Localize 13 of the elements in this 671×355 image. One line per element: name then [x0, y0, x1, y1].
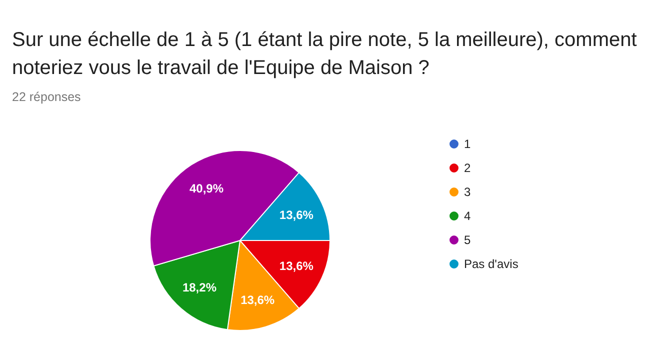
text: 22 réponses: [12, 90, 81, 104]
chart-title: Sur une échelle de 1 à 5 (1 étant la pire note, 5 la meilleure), comment noteriez vous le travail de l'Equipe de Maison ?: [12, 28, 638, 81]
legend-label: 2: [464, 161, 471, 175]
data-label: 13,6%: [240, 292, 275, 307]
legend-label: Pas d'avis: [464, 257, 518, 271]
legend-label: 4: [464, 209, 471, 223]
data-label: 13,6%: [279, 259, 314, 274]
data-label: 18,2%: [182, 280, 217, 294]
data-label: 40,9%: [189, 181, 224, 196]
data-label: 13,6%: [279, 208, 314, 222]
legend-label: 1: [464, 137, 471, 151]
legend-label: 5: [464, 233, 471, 247]
legend-label: 3: [464, 185, 471, 199]
